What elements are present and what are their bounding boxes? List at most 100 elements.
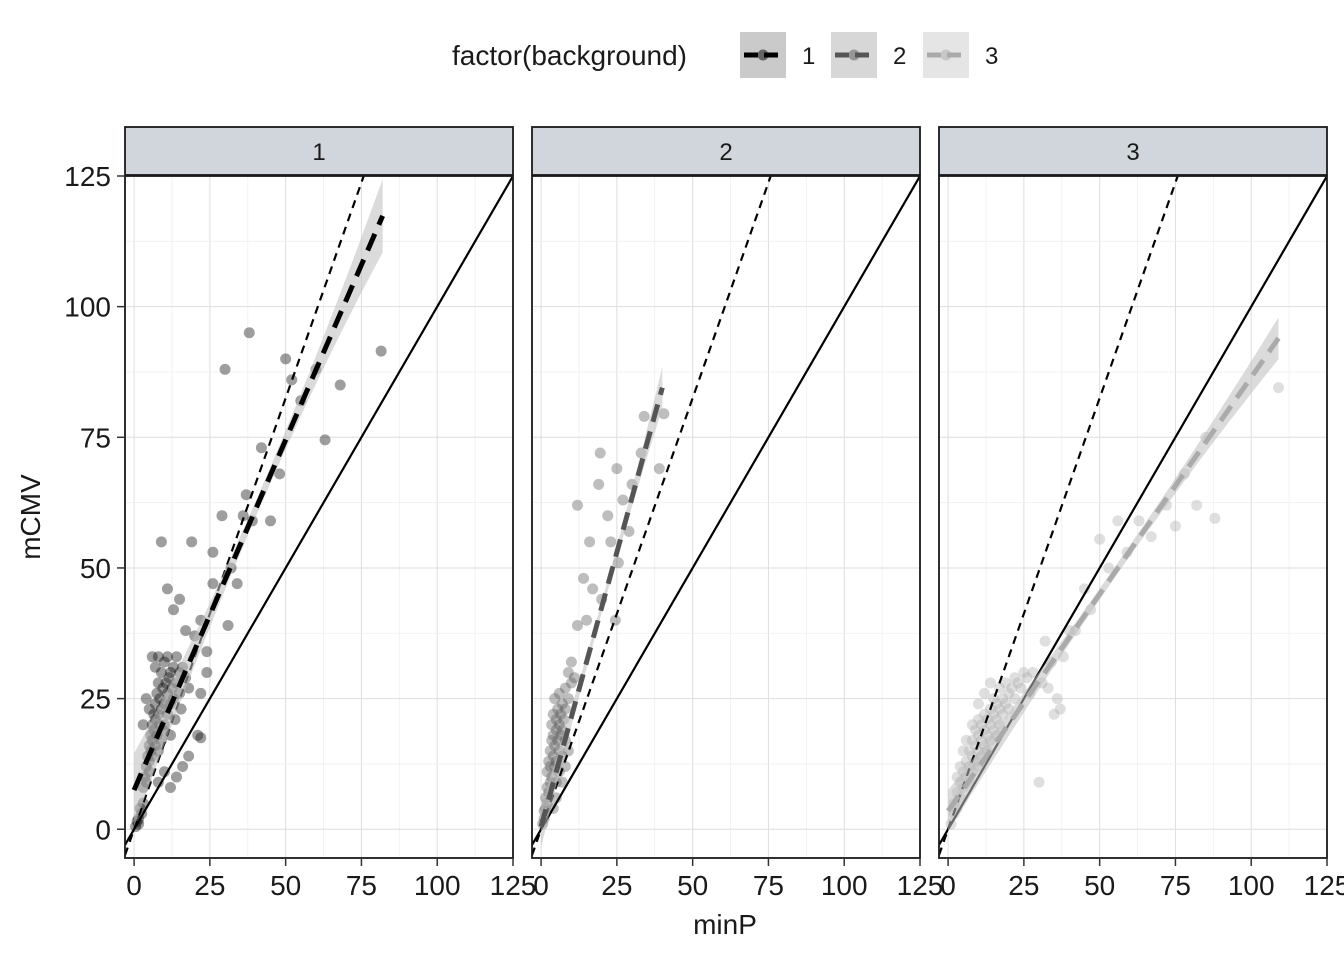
data-point	[593, 478, 605, 490]
x-tick-label: 100	[414, 870, 461, 901]
y-axis-title: mCMV	[15, 474, 46, 560]
data-point	[161, 651, 173, 663]
data-point	[623, 525, 635, 537]
data-point	[602, 510, 614, 522]
data-point	[555, 708, 567, 720]
data-point	[168, 604, 179, 616]
data-point	[1027, 666, 1039, 678]
data-point	[1000, 677, 1012, 689]
x-tick-label: 125	[897, 870, 944, 901]
data-point	[957, 745, 969, 757]
data-point	[140, 693, 152, 705]
panel-1: 1 0 25 50 75 100 125 0 25 50 75 100 125	[64, 126, 537, 901]
data-point	[541, 766, 553, 778]
data-point	[183, 750, 195, 762]
data-point	[1018, 666, 1030, 678]
data-point	[991, 714, 1003, 726]
data-point	[559, 682, 571, 694]
fit-line	[131, 214, 385, 792]
data-point	[143, 703, 155, 715]
data-point	[544, 745, 556, 757]
data-point	[556, 698, 568, 710]
panel-border	[531, 175, 921, 859]
data-point	[553, 687, 565, 699]
data-point	[543, 755, 555, 767]
data-point	[988, 693, 1000, 705]
data-point	[195, 732, 207, 744]
data-point	[137, 719, 149, 731]
legend-point	[757, 49, 769, 61]
data-point	[237, 510, 249, 522]
x-tick-label: 75	[1160, 870, 1191, 901]
x-axis-title: minP	[693, 909, 757, 940]
data-point	[243, 327, 255, 339]
data-point	[160, 677, 172, 689]
facet-strip-label: 2	[719, 139, 732, 166]
data-point	[571, 499, 583, 511]
x-tick-label: 125	[1304, 870, 1344, 901]
data-point	[954, 761, 966, 773]
data-point	[565, 677, 577, 689]
data-point	[231, 578, 243, 590]
data-point	[547, 708, 559, 720]
y-tick-label: 0	[95, 814, 111, 845]
data-point	[550, 724, 562, 736]
data-point	[155, 666, 167, 678]
data-point	[571, 619, 583, 631]
data-point	[1079, 583, 1090, 595]
data-point	[594, 447, 606, 459]
fit-line	[946, 336, 1281, 813]
data-point	[186, 536, 198, 548]
data-point	[149, 698, 161, 710]
data-point	[192, 729, 204, 741]
x-tick-label: 100	[1228, 870, 1275, 901]
legend: factor(background) 1 2 3	[452, 32, 998, 78]
data-point	[286, 374, 298, 386]
data-point	[558, 714, 570, 726]
x-tick-label: 125	[490, 870, 537, 901]
x-tick-label: 25	[194, 870, 225, 901]
data-point	[216, 510, 228, 522]
data-point	[180, 625, 192, 637]
data-point	[177, 761, 189, 773]
data-point	[988, 708, 1000, 720]
data-point	[565, 656, 577, 668]
data-point	[546, 734, 558, 746]
data-point	[174, 593, 186, 605]
data-point	[975, 719, 987, 731]
data-point	[1169, 520, 1181, 532]
legend-title: factor(background)	[452, 40, 687, 71]
data-point	[334, 379, 346, 391]
x-tick-label: 25	[1008, 870, 1039, 901]
panel-border	[938, 175, 1328, 859]
data-point	[171, 651, 183, 663]
legend-entry-label: 1	[802, 43, 815, 70]
legend-key-1: 1	[740, 32, 815, 78]
data-point	[549, 693, 561, 705]
data-point	[152, 776, 164, 788]
data-point	[158, 656, 170, 668]
x-tick-label: 50	[1084, 870, 1115, 901]
data-point	[1133, 515, 1145, 527]
data-point	[1012, 677, 1024, 689]
legend-point	[940, 49, 952, 61]
data-point	[1048, 708, 1060, 720]
data-point	[1000, 698, 1012, 710]
data-point	[146, 651, 158, 663]
reference-line-identity	[532, 176, 920, 846]
data-point	[547, 729, 559, 741]
data-point	[960, 734, 972, 746]
data-point	[195, 687, 207, 699]
fit-line	[538, 386, 665, 828]
data-point	[638, 410, 650, 422]
data-point	[1015, 682, 1027, 694]
facet-strip-label: 1	[312, 139, 325, 166]
data-point	[280, 353, 292, 365]
data-point	[151, 687, 163, 699]
y-tick-label: 75	[80, 422, 111, 453]
y-tick-label: 125	[64, 161, 111, 192]
plot-area	[125, 176, 513, 856]
x-tick-label: 75	[753, 870, 784, 901]
x-tick-label: 0	[940, 870, 956, 901]
data-point	[1273, 382, 1284, 394]
